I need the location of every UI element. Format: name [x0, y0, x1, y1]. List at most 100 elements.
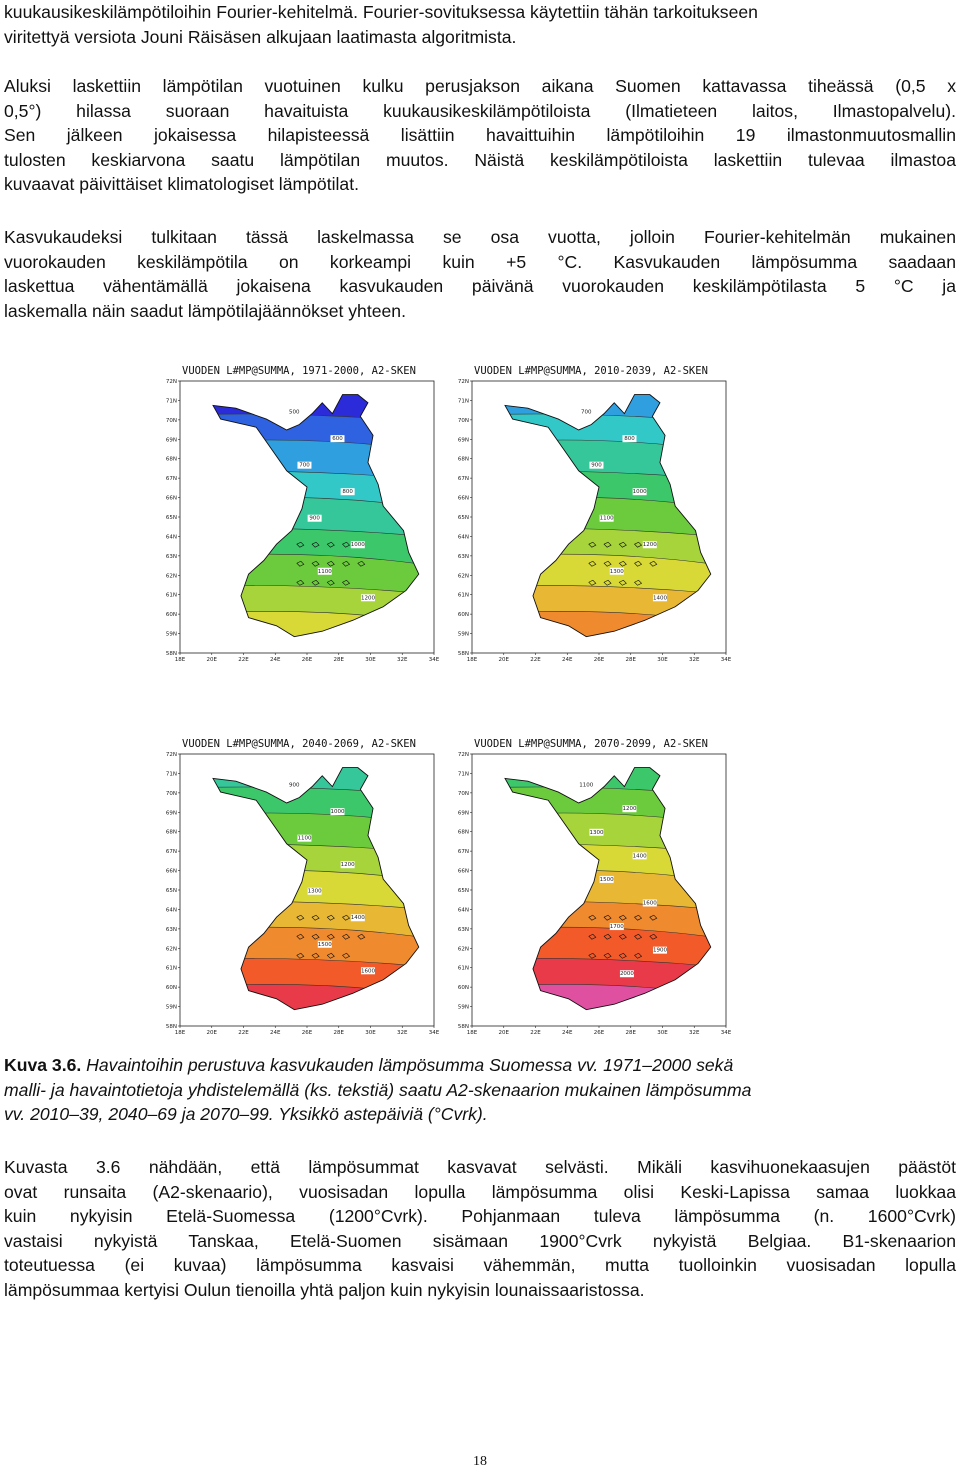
contour-label-bg — [622, 805, 637, 813]
lon-tick-label: 22E — [238, 1030, 249, 1036]
map-title: VUODEN L#MP@SUMMA, 2010-2039, A2-SKEN — [474, 365, 708, 377]
contour-label-bg — [632, 488, 647, 496]
lat-tick-label: 66N — [166, 869, 177, 875]
contour-label: 1000 — [330, 809, 344, 815]
lat-tick-label: 58N — [458, 1024, 469, 1030]
lon-tick-label: 18E — [175, 1030, 186, 1036]
lat-tick-label: 70N — [458, 418, 469, 424]
contour-label-bg — [360, 967, 375, 975]
lat-tick-label: 64N — [166, 907, 177, 913]
contour-label-bg — [340, 861, 355, 869]
contour-label-bg — [599, 514, 614, 522]
lat-tick-label: 58N — [166, 651, 177, 657]
lat-tick-label: 64N — [458, 907, 469, 913]
map-2070-2099: VUODEN L#MP@SUMMA, 2070-2099, A2-SKEN 110… — [458, 738, 732, 1036]
contour-label-bg — [350, 914, 365, 922]
contour-label: 700 — [299, 463, 310, 469]
text-line: kuvaavat päivittäiset klimatologiset läm… — [4, 174, 359, 195]
finland-outline — [212, 767, 420, 1011]
lon-tick-label: 22E — [238, 657, 249, 663]
contour-label-bg — [297, 834, 312, 842]
contour-label-bg — [307, 887, 322, 895]
lat-tick-label: 66N — [458, 869, 469, 875]
contour-label-bg — [619, 970, 634, 978]
lon-tick-label: 18E — [467, 1030, 478, 1036]
text-line: Kuvasta 3.6 nähdään, että lämpösummat ka… — [4, 1157, 956, 1177]
lat-tick-label: 69N — [458, 810, 469, 816]
lon-tick-label: 30E — [365, 1030, 376, 1036]
contour-label: 1700 — [610, 924, 624, 930]
contour-label-bg — [652, 594, 667, 602]
text-line: toteutuessa (ei kuvaa) lämpösumma kasvai… — [4, 1255, 956, 1276]
contour-label: 1100 — [600, 516, 614, 522]
text-line: vuorokauden keskilämpötila on korkeampi … — [4, 251, 956, 272]
contour-line — [505, 553, 711, 567]
contour-label-bg — [589, 461, 604, 469]
contour-label: 1000 — [633, 489, 647, 495]
contour-label: 2000 — [620, 971, 634, 977]
map-2040-2069: VUODEN L#MP@SUMMA, 2040-2069, A2-SKEN 900… — [166, 738, 440, 1036]
contour-label: 1300 — [610, 569, 624, 575]
contour-label: 1200 — [622, 806, 636, 812]
contour-label-bg — [642, 541, 657, 549]
lon-tick-label: 26E — [302, 657, 313, 663]
lon-tick-label: 18E — [467, 657, 478, 663]
lat-tick-label: 72N — [458, 752, 469, 758]
lat-tick-label: 61N — [458, 593, 469, 599]
lon-tick-label: 22E — [530, 657, 541, 663]
text-line: Aluksi laskettiin lämpötilan vuotuinen k… — [4, 76, 956, 96]
lat-tick-label: 67N — [166, 476, 177, 482]
map-title: VUODEN L#MP@SUMMA, 2040-2069, A2-SKEN — [182, 738, 416, 750]
lon-tick-label: 30E — [365, 657, 376, 663]
contour-label: 800 — [342, 489, 353, 495]
lat-tick-label: 60N — [458, 985, 469, 991]
lat-tick-label: 65N — [458, 888, 469, 894]
lat-tick-label: 59N — [458, 1005, 469, 1011]
lon-tick-label: 32E — [397, 657, 408, 663]
lon-tick-label: 24E — [562, 657, 573, 663]
lat-tick-label: 68N — [166, 457, 177, 463]
text-line: laskemalla näin saadut lämpötilajäännöks… — [4, 300, 406, 321]
lat-tick-label: 63N — [166, 927, 177, 933]
contour-label-bg — [622, 435, 637, 443]
text-line: ovat runsaita (A2-skenaario), vuosisadan… — [4, 1181, 956, 1202]
lon-tick-label: 22E — [530, 1030, 541, 1036]
contour-label-bg — [297, 461, 312, 469]
lat-tick-label: 66N — [458, 496, 469, 502]
contour-label-bg — [307, 514, 322, 522]
lat-tick-label: 60N — [458, 612, 469, 618]
text-line: tulosten keskiarvona saatu lämpötilan mu… — [4, 149, 956, 170]
lat-tick-label: 60N — [166, 612, 177, 618]
contour-label-bg — [317, 567, 332, 575]
caption-line: vv. 2010–39, 2040–69 ja 2070–99. Yksikkö… — [4, 1102, 956, 1127]
contour-line — [213, 958, 419, 968]
finland-outline — [212, 394, 420, 638]
contour-line — [505, 900, 711, 911]
contour-label: 600 — [332, 436, 343, 442]
lat-tick-label: 66N — [166, 496, 177, 502]
text-line: laskettua vähentämällä jokaisena kasvuka… — [4, 276, 956, 297]
contour-line — [213, 585, 419, 595]
lat-tick-label: 60N — [166, 985, 177, 991]
lon-tick-label: 26E — [302, 1030, 313, 1036]
map-title: VUODEN L#MP@SUMMA, 2070-2099, A2-SKEN — [474, 738, 708, 750]
lat-tick-label: 61N — [458, 966, 469, 972]
lat-tick-label: 59N — [166, 1005, 177, 1011]
map-title: VUODEN L#MP@SUMMA, 1971-2000, A2-SKEN — [182, 365, 416, 377]
lat-tick-label: 70N — [166, 418, 177, 424]
lon-tick-label: 34E — [429, 1030, 440, 1036]
lat-tick-label: 71N — [166, 398, 177, 404]
text-line: 0,5°) hilassa suoraan havaituista kuukau… — [4, 100, 956, 121]
caption-label: Kuva 3.6. — [4, 1055, 82, 1075]
contour-label: 1100 — [297, 836, 311, 842]
lon-tick-label: 28E — [334, 657, 345, 663]
contour-label-bg — [330, 808, 345, 816]
contour-label-bg — [652, 946, 667, 954]
paragraph-results: Kuvasta 3.6 nähdään, että lämpösummat ka… — [4, 1155, 956, 1303]
contour-label-bg — [287, 781, 302, 789]
contour-label-bg — [609, 923, 624, 931]
lat-tick-label: 59N — [458, 632, 469, 638]
lon-tick-label: 20E — [499, 1030, 510, 1036]
lat-tick-label: 65N — [458, 515, 469, 521]
lon-tick-label: 26E — [594, 1030, 605, 1036]
